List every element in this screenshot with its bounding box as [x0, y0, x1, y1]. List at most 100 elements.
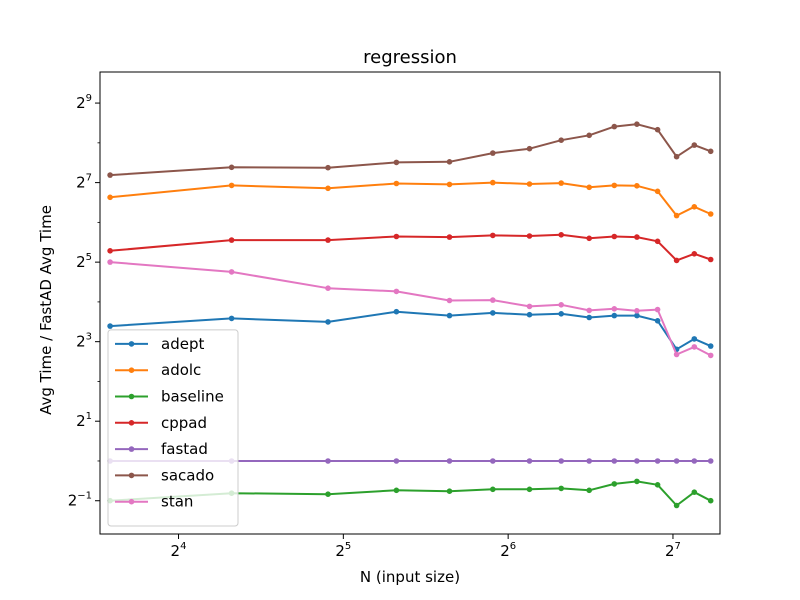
- legend-label: adept: [161, 335, 204, 353]
- legend: adept adolc baseline cppad fastad sacado stan: [107, 329, 239, 527]
- data-point-stan: [654, 306, 661, 313]
- legend-box: [107, 329, 239, 527]
- data-point-cppad: [586, 235, 592, 242]
- legend-item-sacado: sacado: [115, 466, 214, 484]
- legend-marker: [128, 420, 135, 426]
- data-point-sacado: [107, 172, 113, 178]
- data-point-fastad: [691, 458, 698, 464]
- data-point-adolc: [586, 184, 592, 191]
- data-point-stan: [558, 302, 564, 308]
- data-point-adept: [611, 312, 618, 319]
- legend-item-baseline: baseline: [115, 388, 224, 406]
- data-point-adolc: [673, 212, 680, 219]
- data-point-adept: [654, 318, 661, 324]
- data-point-adept: [526, 311, 533, 318]
- data-point-adolc: [107, 194, 113, 201]
- data-point-sacado: [707, 148, 714, 155]
- series-line-adolc: [110, 181, 712, 217]
- series-baseline: [107, 478, 714, 509]
- data-point-adolc: [325, 185, 331, 192]
- data-point-baseline: [707, 497, 714, 504]
- y-tick-label: 25: [76, 252, 92, 271]
- data-point-cppad: [611, 233, 618, 240]
- y-tick-label: 27: [76, 173, 92, 192]
- data-point-adept: [107, 323, 113, 329]
- y-tick-label: 2−1: [68, 491, 92, 510]
- legend-label: sacado: [161, 466, 214, 484]
- data-point-stan: [393, 288, 400, 295]
- data-point-adept: [558, 311, 564, 317]
- axes: 24 25 26 27 2−1 21 23 25 27 29: [68, 71, 721, 560]
- series-adolc: [107, 179, 714, 219]
- data-point-stan: [586, 307, 592, 314]
- plot-area: [107, 121, 714, 509]
- legend-marker: [128, 341, 135, 347]
- data-point-sacado: [393, 159, 400, 166]
- x-axis-label: N (input size): [360, 568, 460, 586]
- data-point-cppad: [691, 251, 698, 257]
- data-point-stan: [228, 269, 235, 275]
- data-point-sacado: [325, 164, 331, 171]
- series-sacado: [107, 121, 714, 178]
- series-fastad: [107, 458, 714, 464]
- x-tick-label: 26: [500, 541, 516, 560]
- data-point-cppad: [707, 256, 714, 263]
- data-point-sacado: [611, 123, 618, 130]
- data-point-adolc: [526, 181, 533, 187]
- data-point-sacado: [586, 132, 592, 139]
- data-point-baseline: [490, 486, 496, 493]
- data-point-fastad: [526, 458, 533, 464]
- data-point-fastad: [654, 458, 661, 464]
- data-point-fastad: [446, 458, 453, 464]
- legend-label: fastad: [161, 440, 208, 458]
- data-point-baseline: [654, 482, 661, 488]
- legend-marker: [128, 393, 135, 400]
- legend-item-adolc: adolc: [115, 361, 201, 379]
- data-point-adolc: [654, 188, 661, 195]
- data-point-adept: [446, 312, 453, 319]
- data-point-sacado: [558, 137, 564, 143]
- data-point-fastad: [673, 458, 680, 464]
- data-point-cppad: [228, 237, 235, 243]
- data-point-baseline: [393, 487, 400, 494]
- data-point-stan: [634, 308, 640, 314]
- data-point-cppad: [107, 248, 113, 254]
- y-tick-label: 29: [76, 93, 92, 112]
- data-point-cppad: [325, 237, 331, 243]
- data-point-baseline: [673, 502, 680, 509]
- data-point-adept: [634, 312, 640, 319]
- x-tick-label: 24: [171, 541, 187, 560]
- data-point-stan: [107, 259, 113, 265]
- legend-item-adept: adept: [115, 335, 204, 353]
- legend-marker: [128, 472, 135, 479]
- data-point-adolc: [707, 211, 714, 217]
- data-point-fastad: [490, 458, 496, 464]
- data-point-baseline: [611, 481, 618, 487]
- data-point-adolc: [393, 180, 400, 187]
- data-point-baseline: [586, 487, 592, 494]
- data-point-stan: [325, 285, 331, 292]
- legend-label: adolc: [161, 361, 201, 379]
- data-point-sacado: [634, 121, 640, 127]
- plot-frame: [99, 71, 721, 535]
- data-point-adolc: [490, 179, 496, 186]
- data-point-sacado: [691, 142, 698, 148]
- data-point-sacado: [446, 159, 453, 165]
- legend-marker: [128, 498, 135, 505]
- chart-title: regression: [363, 47, 457, 68]
- data-point-adolc: [611, 182, 618, 189]
- data-point-cppad: [393, 233, 400, 240]
- data-point-cppad: [490, 232, 496, 239]
- legend-marker: [128, 367, 135, 374]
- legend-label: baseline: [161, 388, 224, 406]
- data-point-fastad: [325, 458, 331, 464]
- data-point-adept: [490, 310, 496, 316]
- data-point-stan: [691, 344, 698, 350]
- series-line-sacado: [110, 123, 712, 177]
- data-point-fastad: [707, 458, 714, 464]
- data-point-adolc: [691, 204, 698, 210]
- legend-item-stan: stan: [115, 493, 193, 511]
- data-point-sacado: [228, 164, 235, 171]
- series-line-cppad: [110, 233, 712, 262]
